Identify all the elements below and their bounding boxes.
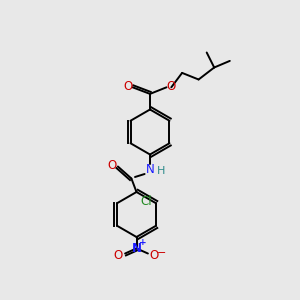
Text: O: O bbox=[150, 249, 159, 262]
Text: O: O bbox=[114, 249, 123, 262]
Text: H: H bbox=[157, 166, 166, 176]
Text: −: − bbox=[156, 248, 166, 258]
Text: O: O bbox=[108, 159, 117, 172]
Text: N: N bbox=[131, 242, 142, 255]
Text: O: O bbox=[167, 80, 176, 93]
Text: O: O bbox=[123, 80, 132, 93]
Text: +: + bbox=[139, 238, 147, 247]
Text: Cl: Cl bbox=[141, 195, 152, 208]
Text: N: N bbox=[146, 163, 154, 176]
